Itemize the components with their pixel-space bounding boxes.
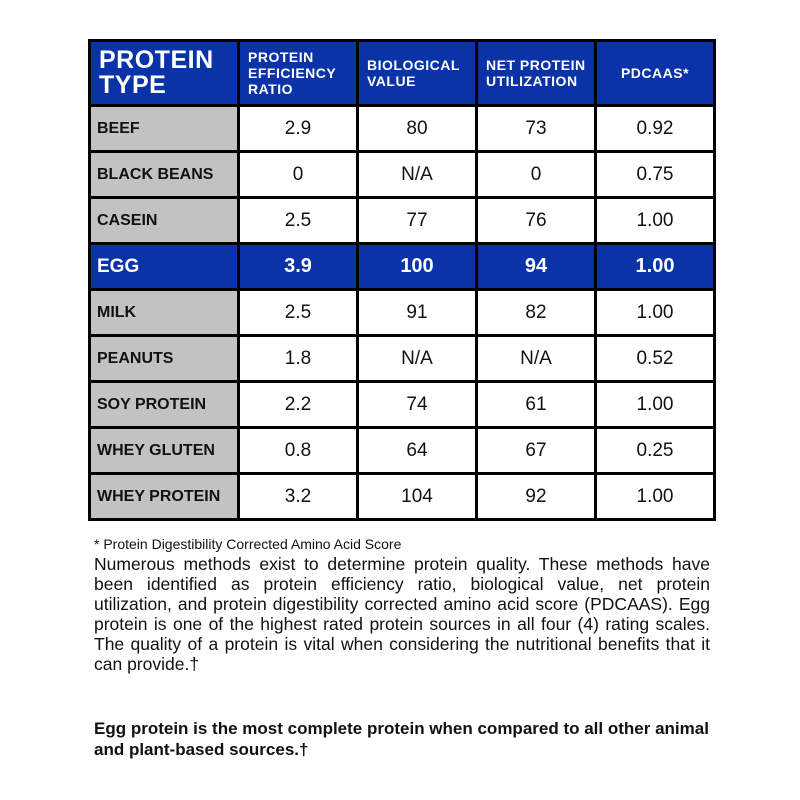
value-cell: 91 (356, 288, 478, 337)
conclusion-text: Egg protein is the most complete protein… (94, 719, 709, 759)
protein-name-cell: SOY PROTEIN (88, 380, 240, 429)
table-row: SOY PROTEIN 2.2 74 61 1.00 (88, 380, 716, 429)
protein-name-cell: EGG (88, 242, 240, 291)
value-cell: 104 (356, 472, 478, 521)
value-cell: 94 (475, 242, 597, 291)
value-cell: 2.5 (237, 196, 359, 245)
value-cell: 1.00 (594, 242, 716, 291)
table-row: PEANUTS 1.8 N/A N/A 0.52 (88, 334, 716, 383)
value-cell: 61 (475, 380, 597, 429)
header-per: PROTEIN EFFICIENCY RATIO (237, 39, 359, 107)
header-row: PROTEIN TYPE PROTEIN EFFICIENCY RATIO BI… (88, 39, 716, 107)
footnote: * Protein Digestibility Corrected Amino … (94, 536, 402, 552)
table-row: WHEY PROTEIN 3.2 104 92 1.00 (88, 472, 716, 521)
table-row: MILK 2.5 91 82 1.00 (88, 288, 716, 337)
value-cell: 3.2 (237, 472, 359, 521)
value-cell: 100 (356, 242, 478, 291)
protein-name-cell: MILK (88, 288, 240, 337)
value-cell: 76 (475, 196, 597, 245)
value-cell: 0.75 (594, 150, 716, 199)
value-cell: 2.5 (237, 288, 359, 337)
value-cell: 82 (475, 288, 597, 337)
value-cell: 0.92 (594, 104, 716, 153)
value-cell: 77 (356, 196, 478, 245)
value-cell: 73 (475, 104, 597, 153)
header-npu: NET PROTEIN UTILIZATION (475, 39, 597, 107)
value-cell: 1.8 (237, 334, 359, 383)
header-pdcaas: PDCAAS* (594, 39, 716, 107)
value-cell: 0.25 (594, 426, 716, 475)
value-cell: 1.00 (594, 196, 716, 245)
protein-name-cell: BEEF (88, 104, 240, 153)
protein-name-cell: WHEY PROTEIN (88, 472, 240, 521)
value-cell: 64 (356, 426, 478, 475)
value-cell: 1.00 (594, 288, 716, 337)
table-row: BLACK BEANS 0 N/A 0 0.75 (88, 150, 716, 199)
table-row: CASEIN 2.5 77 76 1.00 (88, 196, 716, 245)
protein-name-cell: CASEIN (88, 196, 240, 245)
table-row: EGG 3.9 100 94 1.00 (88, 242, 716, 291)
value-cell: 2.9 (237, 104, 359, 153)
value-cell: 2.2 (237, 380, 359, 429)
value-cell: N/A (356, 150, 478, 199)
value-cell: 1.00 (594, 472, 716, 521)
value-cell: 0 (475, 150, 597, 199)
header-bv: BIOLOGICAL VALUE (356, 39, 478, 107)
protein-name-cell: BLACK BEANS (88, 150, 240, 199)
value-cell: 3.9 (237, 242, 359, 291)
value-cell: 92 (475, 472, 597, 521)
table-row: WHEY GLUTEN 0.8 64 67 0.25 (88, 426, 716, 475)
table-row: BEEF 2.9 80 73 0.92 (88, 104, 716, 153)
value-cell: 74 (356, 380, 478, 429)
value-cell: 67 (475, 426, 597, 475)
protein-name-cell: WHEY GLUTEN (88, 426, 240, 475)
value-cell: 0.8 (237, 426, 359, 475)
protein-quality-table: PROTEIN TYPE PROTEIN EFFICIENCY RATIO BI… (88, 39, 716, 521)
value-cell: 1.00 (594, 380, 716, 429)
value-cell: 80 (356, 104, 478, 153)
header-protein-type: PROTEIN TYPE (88, 39, 240, 107)
value-cell: 0 (237, 150, 359, 199)
description-paragraph: Numerous methods exist to determine prot… (94, 554, 710, 674)
protein-name-cell: PEANUTS (88, 334, 240, 383)
value-cell: N/A (356, 334, 478, 383)
value-cell: N/A (475, 334, 597, 383)
value-cell: 0.52 (594, 334, 716, 383)
